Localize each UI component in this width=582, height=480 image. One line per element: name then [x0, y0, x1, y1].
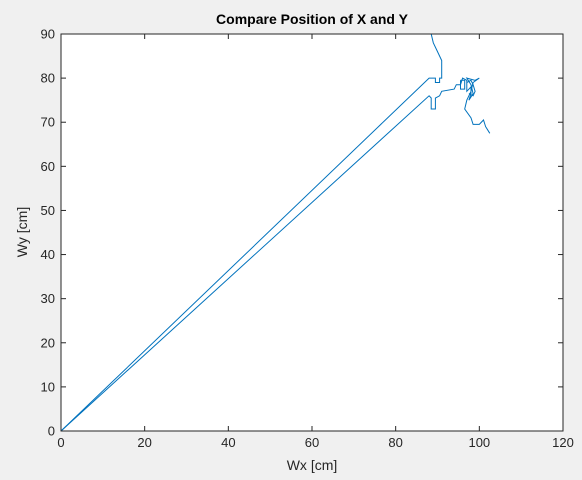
x-tick-label: 0	[57, 435, 64, 450]
x-tick-label: 120	[552, 435, 574, 450]
y-tick-label: 90	[41, 27, 55, 42]
series-layer	[60, 33, 491, 432]
series-line-3	[460, 79, 466, 90]
y-tick-label: 60	[41, 159, 55, 174]
x-tick-label: 40	[221, 435, 235, 450]
series-line-1	[60, 33, 443, 432]
y-tick-label: 40	[41, 247, 55, 262]
y-tick-label: 30	[41, 291, 55, 306]
x-tick-label: 80	[388, 435, 402, 450]
chart-title: Compare Position of X and Y	[216, 11, 409, 27]
series-line-4	[466, 79, 476, 97]
plot-area	[61, 34, 563, 431]
x-tick-label: 60	[305, 435, 319, 450]
series-line-2	[60, 77, 491, 432]
x-axis: 0 20 40 60 80 100 120	[57, 34, 574, 450]
y-axis-label: Wy [cm]	[14, 207, 30, 257]
y-tick-label: 20	[41, 335, 55, 350]
y-axis: 0 10 20 30 40 50 60 70 80 90	[41, 27, 563, 439]
y-tick-label: 80	[41, 71, 55, 86]
y-tick-label: 0	[48, 424, 55, 439]
x-tick-label: 100	[468, 435, 490, 450]
y-tick-label: 70	[41, 115, 55, 130]
y-tick-label: 50	[41, 203, 55, 218]
x-tick-label: 20	[137, 435, 151, 450]
x-axis-label: Wx [cm]	[287, 457, 338, 473]
y-tick-label: 10	[41, 379, 55, 394]
